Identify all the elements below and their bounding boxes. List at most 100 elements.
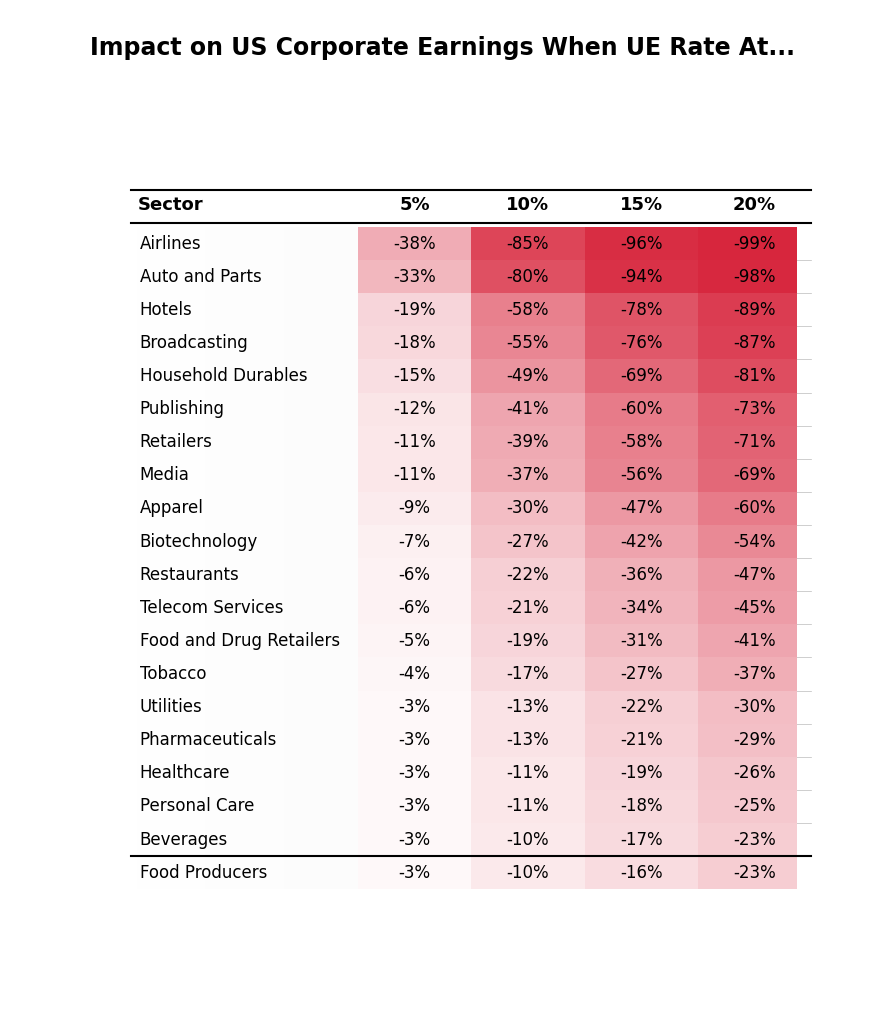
Bar [131, 426, 137, 459]
Bar [194, 558, 199, 591]
Text: -81%: -81% [734, 367, 776, 385]
Bar [194, 293, 199, 327]
Bar [585, 392, 698, 426]
Bar [199, 227, 205, 260]
Bar [188, 492, 194, 525]
Bar [698, 293, 812, 327]
Bar [330, 260, 335, 293]
Bar [318, 426, 324, 459]
Bar [313, 823, 318, 856]
Bar [199, 625, 205, 657]
Text: -60%: -60% [734, 500, 776, 517]
Bar [222, 492, 228, 525]
Bar [341, 260, 346, 293]
Bar [183, 724, 188, 757]
Text: -42%: -42% [620, 532, 663, 551]
Bar [698, 558, 812, 591]
Bar [216, 690, 222, 724]
Bar [222, 459, 228, 492]
Bar [471, 856, 585, 889]
Bar [471, 293, 585, 327]
Bar [698, 227, 812, 260]
Bar [268, 525, 273, 558]
Bar [183, 657, 188, 690]
Bar [335, 492, 341, 525]
Bar [143, 293, 148, 327]
Bar [131, 525, 137, 558]
Bar [205, 426, 211, 459]
Bar [268, 591, 273, 625]
Bar [585, 558, 698, 591]
Text: Beverages: Beverages [140, 830, 228, 849]
Bar [233, 293, 239, 327]
Bar [278, 724, 284, 757]
Bar [176, 790, 183, 823]
Bar [335, 293, 341, 327]
Bar [245, 459, 251, 492]
Bar [154, 757, 159, 790]
Bar [346, 392, 353, 426]
Text: -54%: -54% [734, 532, 776, 551]
Bar [278, 293, 284, 327]
Bar [346, 227, 353, 260]
Bar [341, 823, 346, 856]
Bar [290, 327, 296, 359]
Bar [148, 492, 154, 525]
Bar [471, 591, 585, 625]
Bar [239, 657, 245, 690]
Bar [233, 558, 239, 591]
Bar [233, 657, 239, 690]
Bar [324, 625, 330, 657]
Bar [330, 657, 335, 690]
Bar [335, 724, 341, 757]
Text: -21%: -21% [620, 731, 663, 750]
Bar [159, 260, 166, 293]
Bar [358, 856, 471, 889]
Bar [324, 757, 330, 790]
Bar [239, 327, 245, 359]
Bar [330, 426, 335, 459]
Bar [307, 625, 313, 657]
Text: -71%: -71% [734, 433, 776, 452]
Bar [188, 327, 194, 359]
Bar [148, 293, 154, 327]
Bar [222, 260, 228, 293]
Bar [268, 227, 273, 260]
Bar [148, 690, 154, 724]
Text: -94%: -94% [620, 267, 663, 286]
Bar [284, 690, 290, 724]
Bar [324, 293, 330, 327]
Bar [131, 558, 137, 591]
Text: -60%: -60% [620, 400, 663, 418]
Bar [301, 359, 307, 392]
Bar [233, 492, 239, 525]
Bar [278, 426, 284, 459]
Bar [154, 525, 159, 558]
Bar [273, 492, 278, 525]
Bar [171, 724, 176, 757]
Bar [194, 591, 199, 625]
Bar [278, 657, 284, 690]
Bar [358, 657, 471, 690]
Bar [335, 260, 341, 293]
Bar [199, 757, 205, 790]
Bar [698, 823, 812, 856]
Bar [239, 790, 245, 823]
Bar [278, 492, 284, 525]
Bar [228, 625, 233, 657]
Bar [296, 558, 301, 591]
Bar [278, 525, 284, 558]
Text: -30%: -30% [734, 698, 776, 716]
Bar [256, 260, 261, 293]
Bar [278, 591, 284, 625]
Bar [154, 492, 159, 525]
Bar [222, 757, 228, 790]
Bar [698, 625, 812, 657]
Bar [256, 359, 261, 392]
Bar [301, 260, 307, 293]
Bar [251, 657, 256, 690]
Bar [307, 757, 313, 790]
Bar [143, 591, 148, 625]
Bar [251, 293, 256, 327]
Bar [171, 359, 176, 392]
